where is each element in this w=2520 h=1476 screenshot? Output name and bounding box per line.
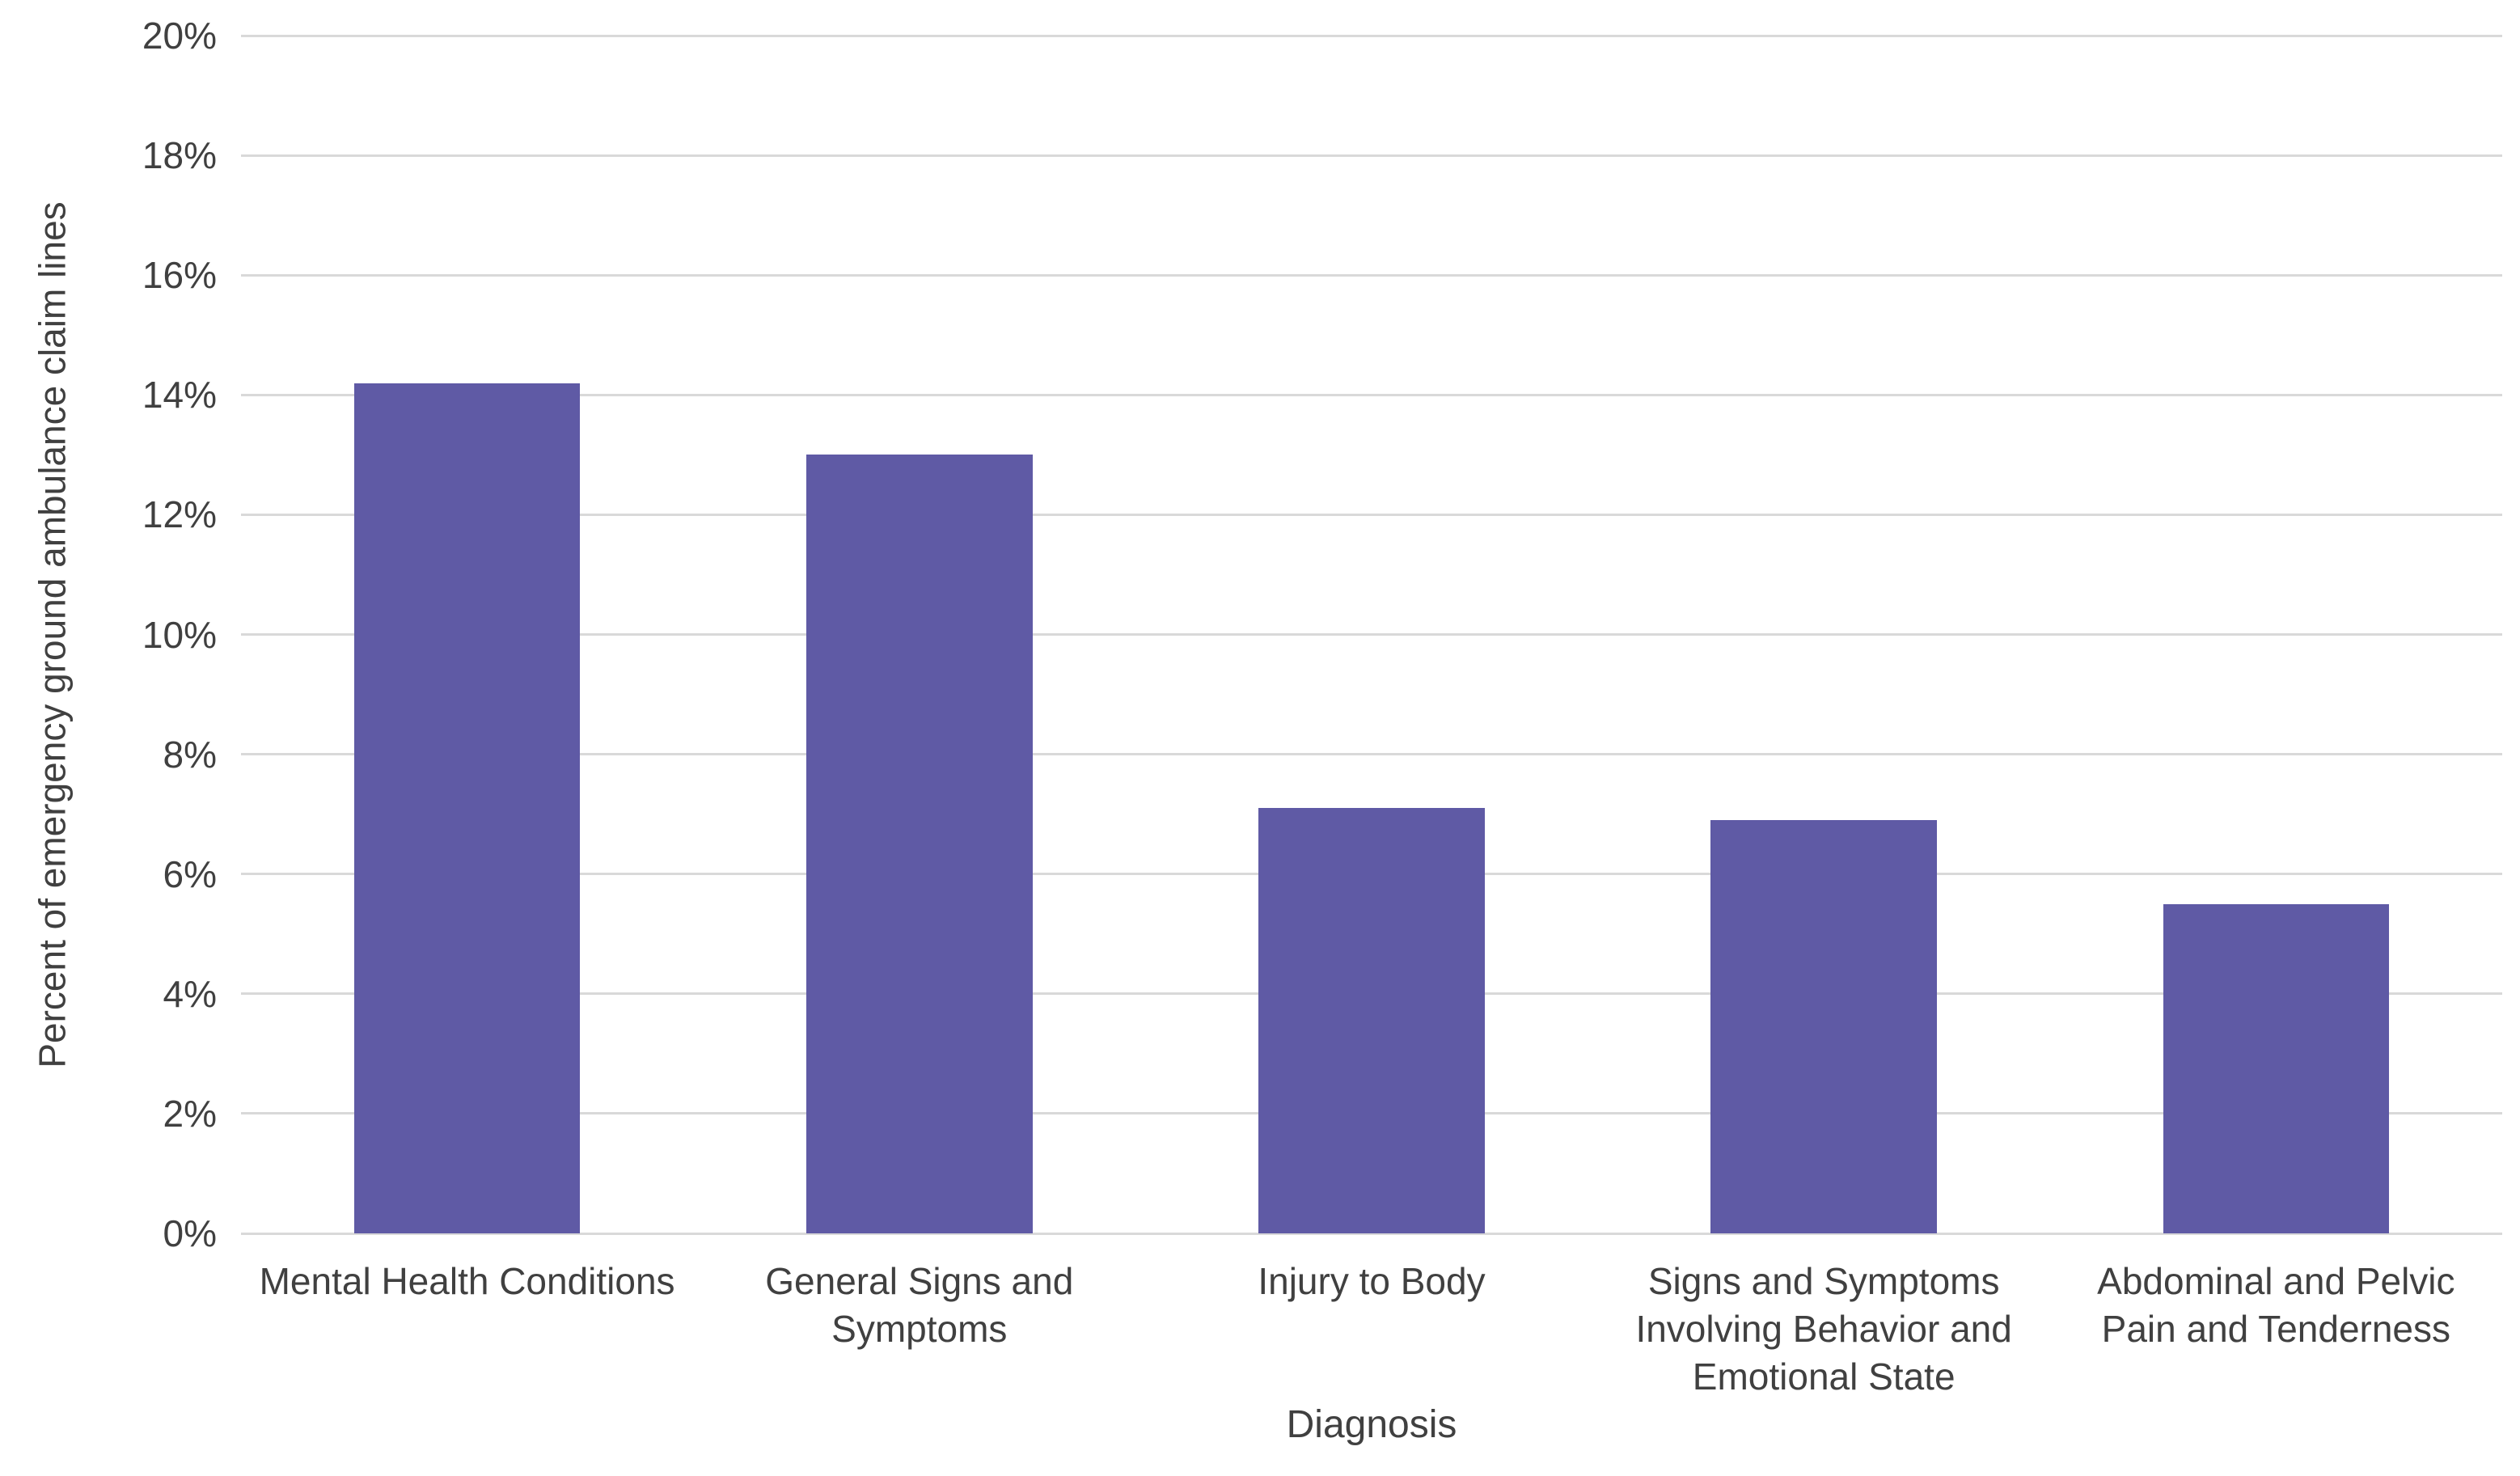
- y-tick-label: 18%: [142, 134, 217, 177]
- x-axis-title: Diagnosis: [1286, 1403, 1457, 1446]
- x-tick-label: Injury to Body: [1258, 1260, 1486, 1302]
- y-axis: 0% 2% 4% 6% 8% 10% 12% 14% 16% 18% 20%: [0, 17, 217, 1252]
- gridline: [241, 273, 2502, 277]
- y-tick-label: 4%: [163, 972, 217, 1015]
- gridline: [241, 633, 2502, 636]
- y-tick-label: 14%: [142, 374, 217, 417]
- x-tick-label: Mental Health Conditions: [259, 1260, 675, 1302]
- gridline: [241, 34, 2502, 37]
- gridline: [241, 753, 2502, 756]
- y-tick-label: 0%: [163, 1212, 217, 1254]
- gridline: [241, 393, 2502, 396]
- y-tick-label: 6%: [163, 852, 217, 895]
- bar: [806, 455, 1033, 1233]
- gridline: [241, 513, 2502, 516]
- plot-area: [241, 34, 2502, 1235]
- bar: [1710, 820, 1937, 1233]
- y-tick-label: 16%: [142, 254, 217, 297]
- x-tick-label: General Signs and Symptoms: [765, 1260, 1074, 1350]
- y-tick-label: 12%: [142, 493, 217, 536]
- bar: [2163, 903, 2390, 1233]
- bar: [1258, 808, 1485, 1233]
- y-tick-label: 10%: [142, 613, 217, 656]
- y-tick-label: 8%: [163, 733, 217, 776]
- y-tick-label: 2%: [163, 1092, 217, 1135]
- x-axis-category-labels: Mental Health Conditions General Signs an…: [241, 1258, 2502, 1401]
- bar: [353, 383, 581, 1233]
- gridline: [241, 154, 2502, 157]
- x-tick-label: Signs and Symptoms Involving Behavior an…: [1635, 1260, 2012, 1398]
- y-tick-label: 20%: [142, 15, 217, 57]
- x-tick-label: Abdominal and Pelvic Pain and Tenderness: [2097, 1260, 2455, 1350]
- gridline: [241, 1232, 2502, 1235]
